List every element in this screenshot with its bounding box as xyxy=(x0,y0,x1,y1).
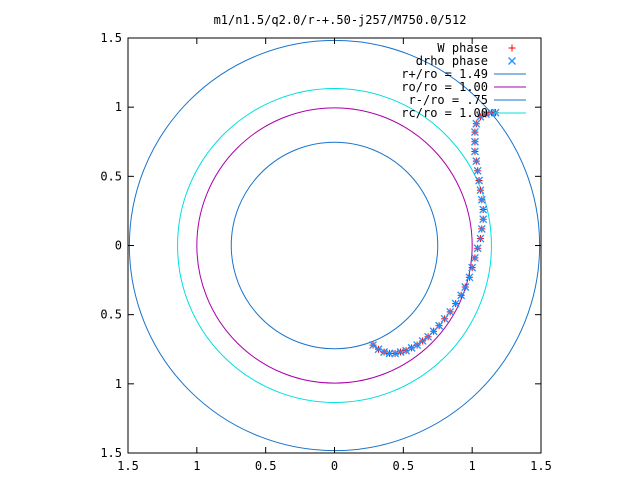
circle-1 xyxy=(196,107,473,384)
y-tick-label: 1 xyxy=(115,377,122,391)
drho-phase-point xyxy=(470,128,479,137)
drho-phase-point xyxy=(451,299,460,308)
drho-phase-point xyxy=(470,253,479,262)
x-tick-label: 0.5 xyxy=(392,459,414,473)
x-tick-label: 0 xyxy=(331,459,338,473)
drho-phase-point xyxy=(468,263,477,272)
drho-phase-point xyxy=(461,283,470,291)
drho-phase-point xyxy=(475,176,484,185)
legend-label: W phase xyxy=(437,41,488,55)
x-tick-label: 0.5 xyxy=(255,459,277,473)
drho-phase-point xyxy=(435,321,444,330)
legend-label: ro/ro = 1.00 xyxy=(401,80,488,94)
circle-2 xyxy=(230,141,439,350)
drho-phase-point xyxy=(413,341,422,350)
y-tick-label: 1 xyxy=(115,100,122,114)
drho-phase-point xyxy=(470,147,479,156)
drho-phase-point xyxy=(472,119,481,128)
drho-phase-point xyxy=(472,157,481,166)
drho-phase-point xyxy=(473,166,482,175)
y-tick-label: 0.5 xyxy=(100,169,122,183)
drho-phase-point xyxy=(479,205,488,214)
drho-phase-point xyxy=(479,215,488,224)
drho-phase-point xyxy=(440,314,449,323)
legend-label: drho phase xyxy=(416,54,488,68)
drho-phase-point xyxy=(470,137,479,146)
drho-phase-point xyxy=(473,244,482,253)
y-tick-label: 1.5 xyxy=(100,446,122,460)
y-tick-label: 0.5 xyxy=(100,308,122,322)
y-tick-label: 1.5 xyxy=(100,31,122,45)
legend-swatch xyxy=(508,57,516,65)
x-tick-label: 1 xyxy=(193,459,200,473)
legend-label: r-/ro = .75 xyxy=(409,93,488,107)
legend-swatch xyxy=(508,44,516,52)
phase-points xyxy=(369,108,500,358)
drho-phase-point xyxy=(457,291,466,300)
drho-phase-point xyxy=(477,195,486,204)
x-tick-label: 1.5 xyxy=(117,459,139,473)
drho-phase-point xyxy=(465,273,474,282)
legend-label: rc/ro = 1.00 xyxy=(401,106,488,120)
axis-ticks: 1.5 1 0.5 0 0.5 1 1.51.510.500.511.5 xyxy=(100,31,552,473)
drho-phase-point xyxy=(418,336,427,345)
legend-label: r+/ro = 1.49 xyxy=(401,67,488,81)
drho-phase-point xyxy=(476,234,485,243)
y-tick-label: 0 xyxy=(115,239,122,253)
chart-title: m1/n1.5/q2.0/r-+.50-j257/M750.0/512 xyxy=(214,13,467,27)
drho-phase-point xyxy=(477,224,486,233)
drho-phase-point xyxy=(369,341,378,350)
drho-phase-point xyxy=(476,186,485,195)
x-tick-label: 1 xyxy=(469,459,476,473)
x-tick-label: 1.5 xyxy=(530,459,552,473)
drho-phase-point xyxy=(446,307,455,316)
circle-3 xyxy=(177,88,492,403)
